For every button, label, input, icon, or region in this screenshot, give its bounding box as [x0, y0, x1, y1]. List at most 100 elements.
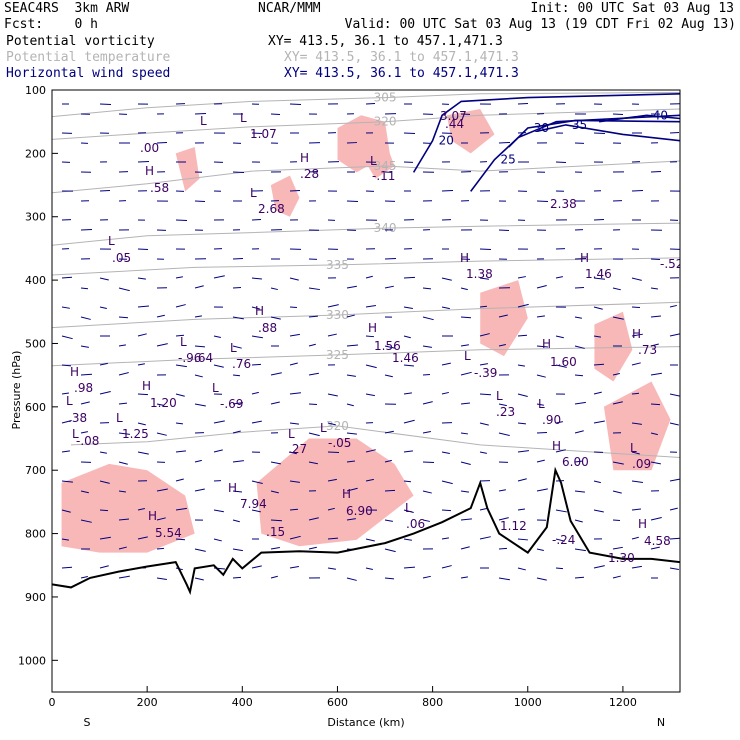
y-tick-label: 300: [25, 211, 46, 224]
pv-extremum-label: .28: [300, 167, 319, 181]
wind-vector: [574, 519, 583, 523]
wind-vector: [498, 577, 510, 581]
wind-vector: [631, 480, 643, 483]
wind-vector: [80, 287, 89, 290]
pv-extremum-label: -.39: [474, 366, 497, 380]
wind-vector: [669, 507, 678, 511]
isentrope-320: [70, 425, 680, 458]
wind-vector: [422, 490, 432, 494]
wind-vector: [99, 306, 107, 309]
y-tick-label: 1000: [18, 654, 46, 667]
wind-vector: [460, 316, 472, 319]
wind-vector: [175, 334, 185, 337]
wind-vector: [441, 480, 453, 485]
wind-contour-label: 20: [439, 134, 454, 148]
pv-extremum-label: L: [538, 397, 545, 411]
isentrope-label: 320: [326, 419, 349, 433]
y-tick-label: 900: [25, 591, 46, 604]
wind-vector: [593, 277, 605, 280]
wind-vector: [498, 314, 508, 318]
wind-vector: [270, 490, 279, 494]
wind-vector: [631, 306, 641, 309]
wind-vector: [270, 547, 280, 550]
wind-vector: [137, 422, 146, 426]
wind-vector: [441, 451, 450, 455]
wind-vector: [365, 275, 373, 279]
wind-vector: [384, 548, 396, 553]
wind-vector: [194, 403, 206, 407]
wind-vector: [251, 277, 262, 280]
organization: NCAR/MMM: [258, 1, 321, 16]
wind-vector: [612, 316, 624, 320]
pv-extremum-label: -.69: [220, 397, 243, 411]
south-end-label: S: [84, 716, 91, 729]
wind-vector: [403, 450, 413, 453]
wind-vector: [689, 433, 700, 434]
wind-vector: [137, 507, 145, 511]
wind-vector: [441, 362, 451, 366]
wind-vector: [517, 303, 529, 308]
wind-vector: [441, 277, 452, 281]
wind-vector: [175, 219, 188, 222]
wind-vector: [517, 393, 528, 397]
wind-vector: [213, 509, 224, 513]
wind-vector: [650, 403, 661, 406]
legend-wind-xy: XY= 413.5, 36.1 to 457.1,471.3: [284, 66, 519, 81]
wind-vector: [194, 374, 203, 378]
pv-extremum-label: .05: [112, 251, 131, 265]
wind-vector: [232, 460, 244, 463]
pv-extremum-label: H: [368, 321, 377, 335]
pv-extremum-label: 1.30: [608, 551, 635, 565]
wind-vector: [479, 393, 492, 396]
pv-extremum-label: 2.68: [258, 202, 285, 216]
wind-vector: [555, 538, 565, 542]
wind-vector: [689, 489, 696, 491]
wind-vector: [194, 577, 204, 581]
wind-vector: [536, 431, 548, 434]
wind-vector: [327, 567, 336, 570]
wind-vector: [232, 374, 241, 377]
wind-vector: [194, 488, 205, 492]
wind-vector: [650, 315, 661, 318]
wind-vector: [403, 392, 412, 395]
pv-extremum-label: .06: [406, 517, 425, 531]
wind-vector: [479, 333, 490, 337]
wind-vector: [289, 422, 299, 425]
pv-extremum-label: .23: [496, 405, 515, 419]
wind-vector: [346, 285, 357, 289]
pv-extremum-label: L: [212, 381, 219, 395]
wind-vector: [631, 565, 642, 569]
wind-vector: [479, 363, 488, 366]
wind-vector: [346, 374, 356, 377]
pv-extremum-label: .90: [542, 413, 561, 427]
isentrope-320: [52, 108, 680, 140]
wind-vector: [422, 373, 431, 376]
pv-extremum-label: -.11: [372, 169, 395, 183]
wind-vector: [194, 315, 202, 318]
wind-vector: [403, 306, 413, 310]
wind-vector: [137, 277, 146, 280]
pv-extremum-label: 1.07: [250, 127, 277, 141]
wind-vector: [422, 345, 432, 348]
pv-extremum-label: 1.12: [500, 519, 527, 533]
wind-vector: [251, 509, 261, 513]
wind-vector: [118, 461, 128, 465]
wind-vector: [346, 403, 354, 407]
wind-vector: [156, 547, 165, 550]
pv-extremum-label: 3.07: [440, 109, 467, 123]
wind-vector: [403, 419, 415, 424]
wind-vector: [689, 404, 697, 406]
isentrope-label: 335: [326, 258, 349, 272]
pv-extremum-label: 7.94: [240, 497, 267, 511]
x-axis-label: Distance (km): [327, 716, 404, 729]
pv-extremum-label: L: [108, 234, 115, 248]
wind-vector: [61, 538, 69, 541]
pv-shading-region: [270, 175, 300, 217]
pv-extremum-label: L: [370, 154, 377, 168]
wind-vector: [289, 480, 300, 483]
wind-vector: [403, 335, 411, 339]
y-tick-label: 800: [25, 528, 46, 541]
wind-vector: [612, 287, 621, 291]
isentrope-label: 345: [374, 159, 397, 173]
wind-contour-35: [537, 124, 680, 142]
